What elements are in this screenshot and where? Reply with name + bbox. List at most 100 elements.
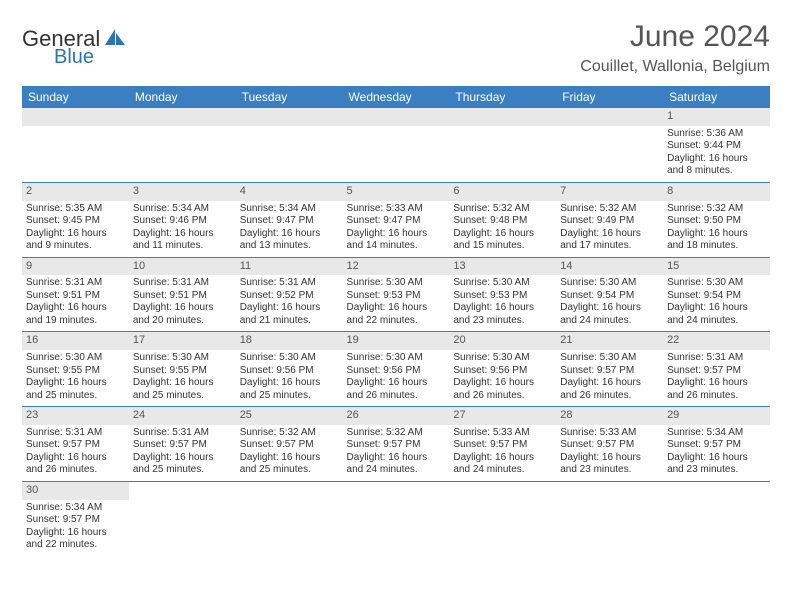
day-line: Daylight: 16 hours xyxy=(347,452,446,465)
day-line: Sunset: 9:57 PM xyxy=(26,439,125,452)
day-number: 8 xyxy=(663,183,770,201)
day-number: 11 xyxy=(236,258,343,276)
weekday-header: Monday xyxy=(129,86,236,108)
day-number: 16 xyxy=(22,332,129,350)
calendar-cell xyxy=(663,481,770,555)
day-number-empty xyxy=(449,108,556,126)
day-number: 19 xyxy=(343,332,450,350)
day-body: Sunrise: 5:32 AMSunset: 9:50 PMDaylight:… xyxy=(663,201,770,257)
day-body: Sunrise: 5:31 AMSunset: 9:51 PMDaylight:… xyxy=(22,275,129,331)
day-line: and 14 minutes. xyxy=(347,240,446,253)
day-line: and 23 minutes. xyxy=(560,464,659,477)
day-line: and 24 minutes. xyxy=(560,315,659,328)
day-body: Sunrise: 5:31 AMSunset: 9:57 PMDaylight:… xyxy=(129,425,236,481)
day-line: and 15 minutes. xyxy=(453,240,552,253)
calendar-cell: 14Sunrise: 5:30 AMSunset: 9:54 PMDayligh… xyxy=(556,257,663,332)
day-line: Sunset: 9:57 PM xyxy=(240,439,339,452)
day-body: Sunrise: 5:32 AMSunset: 9:49 PMDaylight:… xyxy=(556,201,663,257)
day-number: 22 xyxy=(663,332,770,350)
day-line: Sunset: 9:50 PM xyxy=(667,215,766,228)
day-line: Daylight: 16 hours xyxy=(26,452,125,465)
calendar-cell xyxy=(556,481,663,555)
day-line: and 23 minutes. xyxy=(453,315,552,328)
day-number: 6 xyxy=(449,183,556,201)
day-number: 28 xyxy=(556,407,663,425)
day-line: Sunset: 9:47 PM xyxy=(347,215,446,228)
day-line: Sunset: 9:57 PM xyxy=(560,365,659,378)
day-line: Sunrise: 5:30 AM xyxy=(560,277,659,290)
day-body: Sunrise: 5:30 AMSunset: 9:53 PMDaylight:… xyxy=(343,275,450,331)
day-number: 20 xyxy=(449,332,556,350)
calendar-cell: 16Sunrise: 5:30 AMSunset: 9:55 PMDayligh… xyxy=(22,332,129,407)
day-line: Sunset: 9:56 PM xyxy=(347,365,446,378)
day-body: Sunrise: 5:31 AMSunset: 9:57 PMDaylight:… xyxy=(663,350,770,406)
day-line: Sunrise: 5:31 AM xyxy=(26,277,125,290)
day-line: and 9 minutes. xyxy=(26,240,125,253)
day-line: Sunset: 9:54 PM xyxy=(667,290,766,303)
day-line: Sunrise: 5:32 AM xyxy=(667,203,766,216)
day-body: Sunrise: 5:30 AMSunset: 9:56 PMDaylight:… xyxy=(449,350,556,406)
day-line: and 23 minutes. xyxy=(667,464,766,477)
day-line: Daylight: 16 hours xyxy=(26,228,125,241)
day-body: Sunrise: 5:36 AMSunset: 9:44 PMDaylight:… xyxy=(663,126,770,182)
day-line: Sunrise: 5:34 AM xyxy=(133,203,232,216)
calendar-cell: 15Sunrise: 5:30 AMSunset: 9:54 PMDayligh… xyxy=(663,257,770,332)
weekday-header: Sunday xyxy=(22,86,129,108)
calendar-cell xyxy=(22,108,129,182)
day-line: Daylight: 16 hours xyxy=(26,377,125,390)
day-line: Sunrise: 5:32 AM xyxy=(240,427,339,440)
day-number-empty xyxy=(236,108,343,126)
calendar-cell: 12Sunrise: 5:30 AMSunset: 9:53 PMDayligh… xyxy=(343,257,450,332)
day-number: 9 xyxy=(22,258,129,276)
day-line: and 26 minutes. xyxy=(667,390,766,403)
day-line: Sunrise: 5:31 AM xyxy=(667,352,766,365)
day-line: Daylight: 16 hours xyxy=(453,377,552,390)
calendar-cell: 6Sunrise: 5:32 AMSunset: 9:48 PMDaylight… xyxy=(449,182,556,257)
day-line: Daylight: 16 hours xyxy=(560,452,659,465)
calendar-cell xyxy=(129,481,236,555)
day-line: Daylight: 16 hours xyxy=(133,377,232,390)
day-line: Sunset: 9:57 PM xyxy=(347,439,446,452)
day-line: Sunrise: 5:32 AM xyxy=(453,203,552,216)
calendar-cell: 8Sunrise: 5:32 AMSunset: 9:50 PMDaylight… xyxy=(663,182,770,257)
day-line: Sunrise: 5:36 AM xyxy=(667,128,766,141)
calendar-cell: 20Sunrise: 5:30 AMSunset: 9:56 PMDayligh… xyxy=(449,332,556,407)
day-line: Daylight: 16 hours xyxy=(240,377,339,390)
day-line: Sunrise: 5:34 AM xyxy=(667,427,766,440)
logo-text-blue: Blue xyxy=(54,46,94,69)
calendar-cell xyxy=(343,108,450,182)
calendar-cell: 22Sunrise: 5:31 AMSunset: 9:57 PMDayligh… xyxy=(663,332,770,407)
day-number: 27 xyxy=(449,407,556,425)
day-line: and 26 minutes. xyxy=(26,464,125,477)
day-line: Daylight: 16 hours xyxy=(133,228,232,241)
weekday-header: Wednesday xyxy=(343,86,450,108)
day-line: Daylight: 16 hours xyxy=(240,452,339,465)
day-body: Sunrise: 5:33 AMSunset: 9:47 PMDaylight:… xyxy=(343,201,450,257)
calendar-cell: 5Sunrise: 5:33 AMSunset: 9:47 PMDaylight… xyxy=(343,182,450,257)
day-number: 29 xyxy=(663,407,770,425)
day-line: Sunset: 9:57 PM xyxy=(453,439,552,452)
day-body: Sunrise: 5:30 AMSunset: 9:57 PMDaylight:… xyxy=(556,350,663,406)
day-line: Sunrise: 5:30 AM xyxy=(453,352,552,365)
day-body: Sunrise: 5:34 AMSunset: 9:57 PMDaylight:… xyxy=(22,500,129,556)
day-line: Sunrise: 5:30 AM xyxy=(453,277,552,290)
header: General June 2024 Couillet, Wallonia, Be… xyxy=(22,20,770,76)
calendar-cell: 13Sunrise: 5:30 AMSunset: 9:53 PMDayligh… xyxy=(449,257,556,332)
day-body: Sunrise: 5:32 AMSunset: 9:57 PMDaylight:… xyxy=(343,425,450,481)
calendar-cell: 9Sunrise: 5:31 AMSunset: 9:51 PMDaylight… xyxy=(22,257,129,332)
day-line: Sunrise: 5:31 AM xyxy=(133,277,232,290)
day-line: and 17 minutes. xyxy=(560,240,659,253)
day-line: and 26 minutes. xyxy=(347,390,446,403)
day-line: Sunrise: 5:30 AM xyxy=(667,277,766,290)
day-body: Sunrise: 5:30 AMSunset: 9:54 PMDaylight:… xyxy=(556,275,663,331)
day-body: Sunrise: 5:31 AMSunset: 9:52 PMDaylight:… xyxy=(236,275,343,331)
day-line: Sunrise: 5:31 AM xyxy=(26,427,125,440)
calendar-cell: 29Sunrise: 5:34 AMSunset: 9:57 PMDayligh… xyxy=(663,407,770,482)
day-number: 21 xyxy=(556,332,663,350)
day-line: Sunrise: 5:33 AM xyxy=(453,427,552,440)
day-body: Sunrise: 5:32 AMSunset: 9:48 PMDaylight:… xyxy=(449,201,556,257)
day-line: Sunset: 9:51 PM xyxy=(26,290,125,303)
calendar-head: SundayMondayTuesdayWednesdayThursdayFrid… xyxy=(22,86,770,108)
day-body: Sunrise: 5:33 AMSunset: 9:57 PMDaylight:… xyxy=(556,425,663,481)
day-line: Daylight: 16 hours xyxy=(347,302,446,315)
